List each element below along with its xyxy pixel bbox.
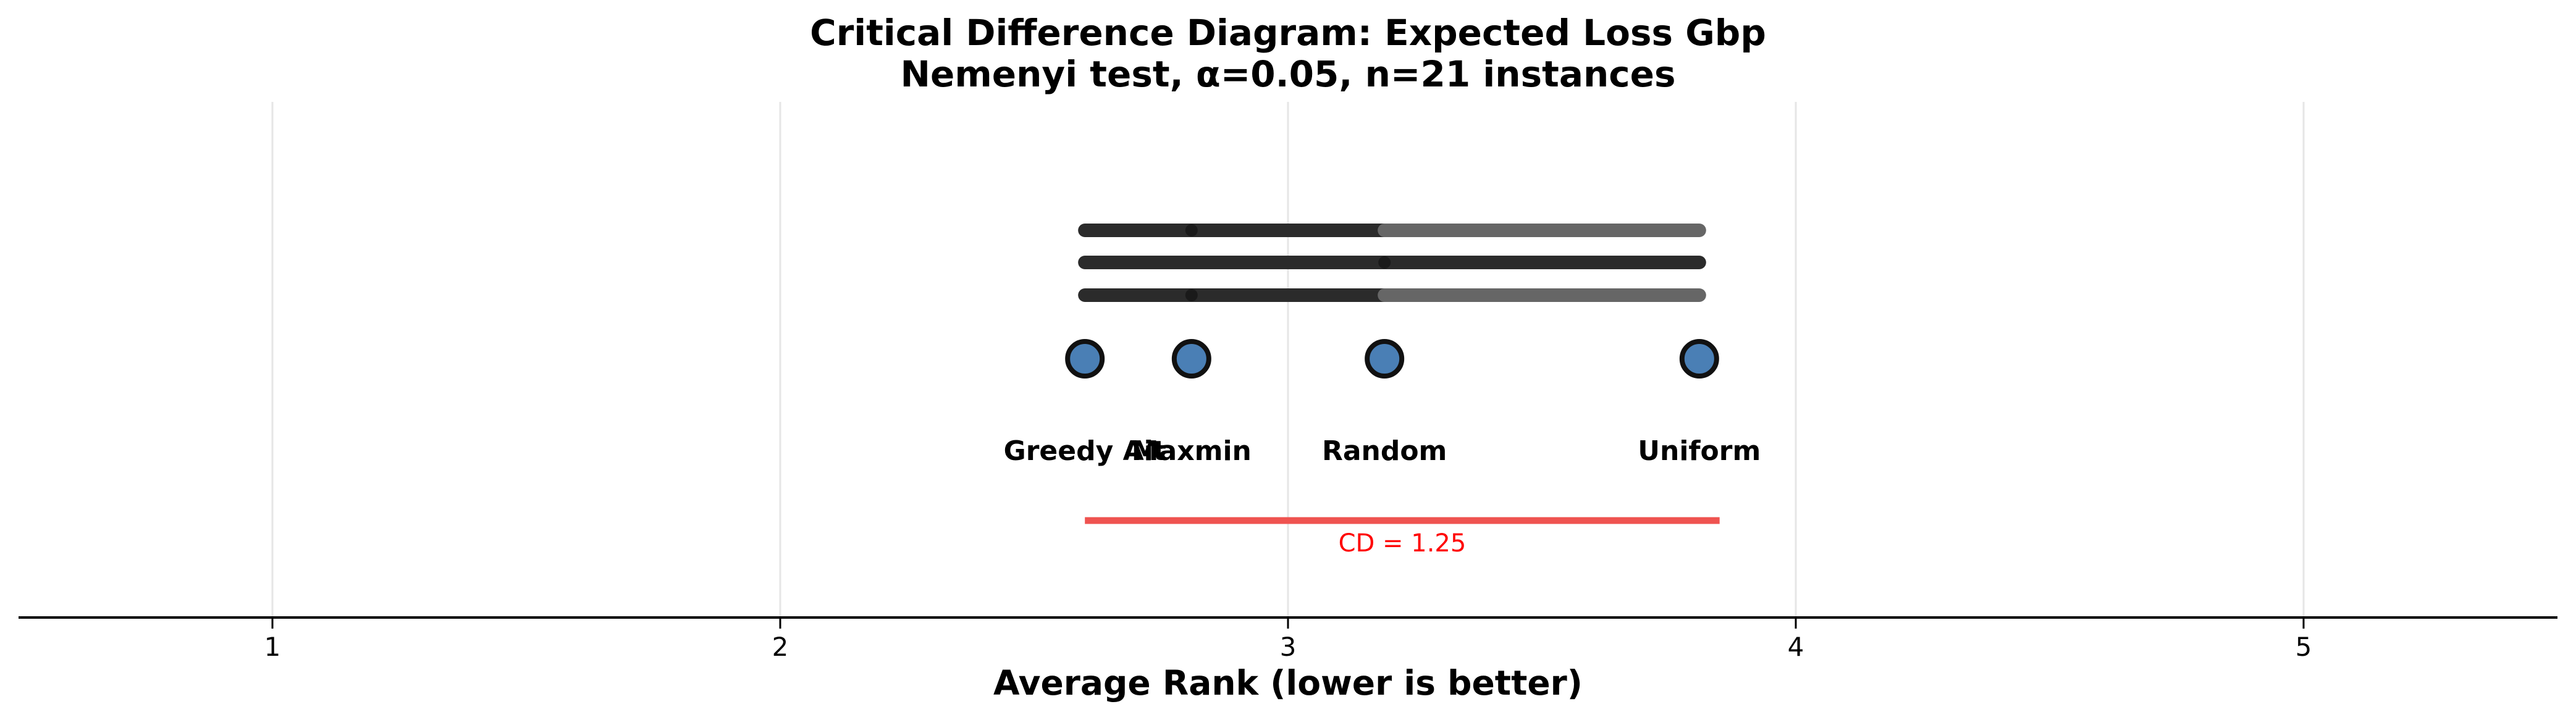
clique-dot (1378, 256, 1391, 269)
x-tick-label: 1 (264, 632, 281, 662)
critical-difference: CD = 1.25 (1085, 517, 1720, 558)
rank-marker (1065, 339, 1105, 379)
x-tick-label: 4 (1788, 632, 1804, 662)
clique-bars (1078, 224, 1706, 302)
x-tick-label: 3 (1280, 632, 1297, 662)
method-label: Greedy Ait (1004, 435, 1166, 467)
cd-label: CD = 1.25 (1339, 529, 1467, 558)
grid-lines (271, 102, 2305, 617)
rank-markers (1065, 339, 1719, 379)
clique-dot (1185, 224, 1198, 237)
x-tick-label: 2 (772, 632, 789, 662)
x-axis: 1 2 3 4 5 (19, 616, 2557, 662)
chart-title: Critical Difference Diagram: Expected Lo… (810, 12, 1766, 54)
rank-marker (1365, 339, 1405, 379)
x-axis-label: Average Rank (lower is better) (993, 663, 1583, 703)
rank-marker (1679, 339, 1719, 379)
rank-marker (1171, 339, 1211, 379)
chart-subtitle: Nemenyi test, α=0.05, n=21 instances (900, 53, 1675, 95)
clique-dot (1185, 289, 1198, 301)
method-label: Random (1322, 435, 1447, 467)
method-label: Uniform (1638, 435, 1761, 467)
method-label: Maxmin (1132, 435, 1252, 467)
x-tick-label: 5 (2296, 632, 2312, 662)
